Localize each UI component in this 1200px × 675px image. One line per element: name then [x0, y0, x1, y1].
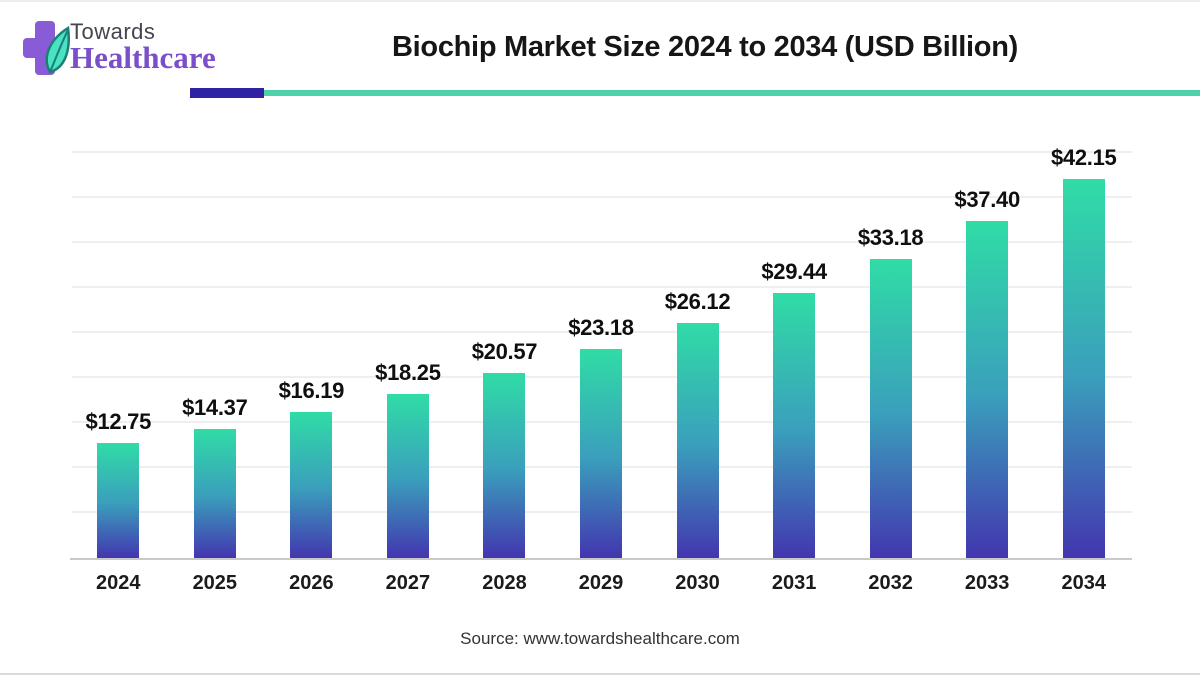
bar-2028: [483, 372, 526, 558]
bar-2033: [966, 221, 1009, 558]
bar-value-label: $23.18: [568, 315, 634, 341]
x-axis-label: 2031: [771, 572, 817, 594]
x-axis-label: 2029: [578, 572, 624, 594]
brand-logo: Towards Healthcare: [23, 18, 283, 80]
x-axis-label: 2034: [1061, 572, 1106, 594]
bar-chart-plot-area: $12.75 2024 $14.37 2025 $16.19 2026 $18.25 2027…: [70, 145, 1132, 594]
x-axis-label: 2025: [192, 572, 238, 594]
bar-2029: [580, 349, 622, 558]
x-axis-label: 2026: [289, 572, 334, 594]
bar-value-label: $29.44: [761, 259, 827, 285]
bar-value-label: $20.57: [471, 338, 538, 364]
x-axis-line: [70, 558, 1132, 560]
x-axis-label: 2024: [96, 572, 141, 594]
bar-2032: [869, 259, 912, 558]
gridline: [72, 151, 1132, 153]
bar-2024: [97, 443, 140, 558]
bar-value-label: $37.40: [954, 187, 1020, 213]
x-axis-label: 2030: [675, 572, 720, 594]
bar-2025: [193, 428, 236, 558]
leaf-icon: [45, 26, 70, 74]
bar-2034: [1062, 178, 1105, 558]
x-axis-label: 2032: [868, 572, 913, 594]
brand-name-healthcare: Healthcare: [70, 40, 216, 75]
gridline: [72, 286, 1132, 288]
bar-value-label: $12.75: [85, 409, 152, 435]
gridline: [72, 196, 1132, 198]
x-axis-label: 2033: [964, 572, 1010, 594]
bar-value-label: $26.12: [664, 288, 731, 314]
bar-value-label: $16.19: [278, 378, 345, 404]
page-title: Biochip Market Size 2024 to 2034 (USD Bi…: [392, 31, 1018, 63]
divider-accent-segment: [190, 88, 264, 98]
bar-value-label: $18.25: [375, 359, 441, 385]
bar-value-label: $42.15: [1050, 144, 1117, 170]
bar-2031: [773, 293, 816, 558]
gridline: [72, 241, 1132, 243]
divider-line: [264, 90, 1200, 96]
bar-2027: [386, 393, 429, 558]
bar-2026: [290, 412, 333, 558]
source-attribution: Source: www.towardshealthcare.com: [460, 629, 740, 648]
x-axis-label: 2028: [482, 572, 527, 594]
brand-name-towards: Towards: [70, 19, 156, 44]
top-border: [0, 0, 1200, 2]
bar-value-label: $14.37: [182, 394, 248, 420]
bar-value-label: $33.18: [857, 225, 924, 251]
gridline: [72, 331, 1132, 333]
x-axis-label: 2027: [385, 572, 431, 594]
bar-2030: [676, 322, 719, 558]
bottom-border: [0, 673, 1200, 675]
